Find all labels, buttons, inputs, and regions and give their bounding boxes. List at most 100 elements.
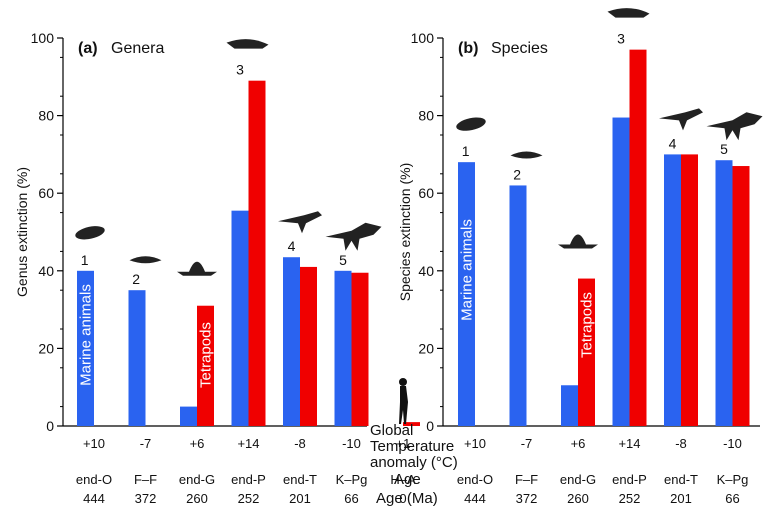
temperature-anomaly-value: +6 <box>190 436 205 451</box>
bar-marine <box>664 154 681 426</box>
age-value: 260 <box>186 491 208 506</box>
y-tick-label: 40 <box>38 263 54 279</box>
temperature-anomaly-value: -10 <box>342 436 361 451</box>
bar-tetrapod <box>732 166 750 427</box>
dinosaur-icon <box>659 108 703 131</box>
dimetrodon-icon <box>558 234 598 249</box>
event-number: 3 <box>617 31 625 47</box>
bar-marine <box>231 210 249 426</box>
bar-tetrapod <box>681 154 698 426</box>
bar-marine <box>334 270 352 426</box>
bar-tetrapod <box>351 272 369 426</box>
reptile-icon <box>607 8 650 18</box>
bar-tetrapod <box>300 266 317 426</box>
y-tick-label: 20 <box>38 340 54 356</box>
temperature-anomaly-value: -7 <box>521 436 533 451</box>
event-number: 1 <box>462 143 470 159</box>
age-value: 201 <box>670 491 692 506</box>
bar-label-marine: Marine animals <box>78 284 95 386</box>
bar-marine <box>77 270 94 426</box>
reptile-icon <box>226 39 269 49</box>
bar-tetrapod <box>578 278 595 426</box>
panel-title: Genera <box>111 40 164 57</box>
temperature-anomaly-value: +10 <box>83 436 105 451</box>
event-name: F–F <box>134 472 157 487</box>
y-tick-label: 80 <box>418 108 434 124</box>
event-number: 2 <box>132 271 140 287</box>
trex-icon <box>706 112 763 141</box>
event-name: K–Pg <box>336 472 368 487</box>
panel-label: (a) <box>78 40 98 57</box>
y-tick-label: 60 <box>418 185 434 201</box>
y-tick-label: 0 <box>46 418 54 434</box>
temperature-anomaly-value: -10 <box>723 436 742 451</box>
bar-marine <box>128 290 146 426</box>
age-value: 444 <box>83 491 105 506</box>
y-tick-label: 100 <box>411 30 435 46</box>
bar-tetrapod <box>403 422 420 426</box>
age-value: 372 <box>135 491 157 506</box>
event-name: end-O <box>457 472 493 487</box>
panel-label: (b) <box>458 40 478 57</box>
panel-species: 0 20 40 60 80 100 Species extinction (%) (b) Spe… <box>397 8 763 506</box>
temperature-anomaly-value: +14 <box>618 436 640 451</box>
human-icon <box>399 378 407 386</box>
temperature-anomaly-value: +6 <box>571 436 586 451</box>
row-label-age-ma: Age (Ma) <box>376 490 438 507</box>
age-value: 252 <box>238 491 260 506</box>
bar-tetrapod <box>197 305 214 426</box>
y-axis-label: Species extinction (%) <box>397 163 413 302</box>
age-value: 66 <box>344 491 358 506</box>
bar-marine <box>561 385 578 426</box>
event-number: 5 <box>720 141 728 157</box>
bar-label-marine: Marine animals <box>459 219 476 321</box>
bar-label-tetrapods: Tetrapods <box>198 322 215 388</box>
trilobite-icon <box>456 117 486 131</box>
event-number: 4 <box>669 135 677 151</box>
trex-icon <box>325 222 382 251</box>
row-labels: Global Temperature anomaly (°C) Age Age … <box>370 422 458 507</box>
event-name: K–Pg <box>717 472 749 487</box>
bar-tetrapod <box>248 80 266 427</box>
row-label-global: Global <box>370 422 413 439</box>
fish-icon <box>129 256 162 264</box>
panel-title: Species <box>491 40 548 57</box>
fish-icon <box>510 151 543 159</box>
bar-marine <box>458 162 475 426</box>
bar-label-tetrapods: Tetrapods <box>579 292 596 358</box>
age-value: 444 <box>464 491 486 506</box>
temperature-anomaly-value: -7 <box>140 436 152 451</box>
temperature-anomaly-value: +14 <box>237 436 259 451</box>
event-name: F–F <box>515 472 538 487</box>
event-number: 4 <box>288 238 296 254</box>
event-name: end-O <box>76 472 112 487</box>
event-number: 2 <box>513 166 521 182</box>
bar-marine <box>715 160 733 426</box>
event-name: H–A <box>390 472 416 487</box>
bar-marine <box>283 257 300 426</box>
temperature-anomaly-value: +1 <box>396 436 411 451</box>
event-name: end-G <box>179 472 215 487</box>
temperature-anomaly-value: -8 <box>675 436 687 451</box>
y-tick-label: 20 <box>418 340 434 356</box>
bar-marine <box>612 117 630 426</box>
event-name: end-P <box>231 472 266 487</box>
bar-marine <box>180 406 197 426</box>
temperature-anomaly-value: -8 <box>294 436 306 451</box>
dinosaur-icon <box>278 211 322 234</box>
y-tick-label: 100 <box>31 30 55 46</box>
temperature-anomaly-value: +10 <box>464 436 486 451</box>
y-tick-label: 40 <box>418 263 434 279</box>
y-axis-label: Genus extinction (%) <box>14 167 30 297</box>
age-value: 0 <box>399 491 406 506</box>
row-label-temperature: Temperature <box>370 438 454 455</box>
event-name: end-G <box>560 472 596 487</box>
age-value: 66 <box>725 491 739 506</box>
row-label-age: Age <box>394 471 421 488</box>
event-number: 3 <box>236 62 244 78</box>
row-label-anomaly: anomaly (°C) <box>370 454 458 471</box>
age-value: 372 <box>516 491 538 506</box>
y-tick-label: 60 <box>38 185 54 201</box>
age-value: 201 <box>289 491 311 506</box>
event-number: 1 <box>81 252 89 268</box>
